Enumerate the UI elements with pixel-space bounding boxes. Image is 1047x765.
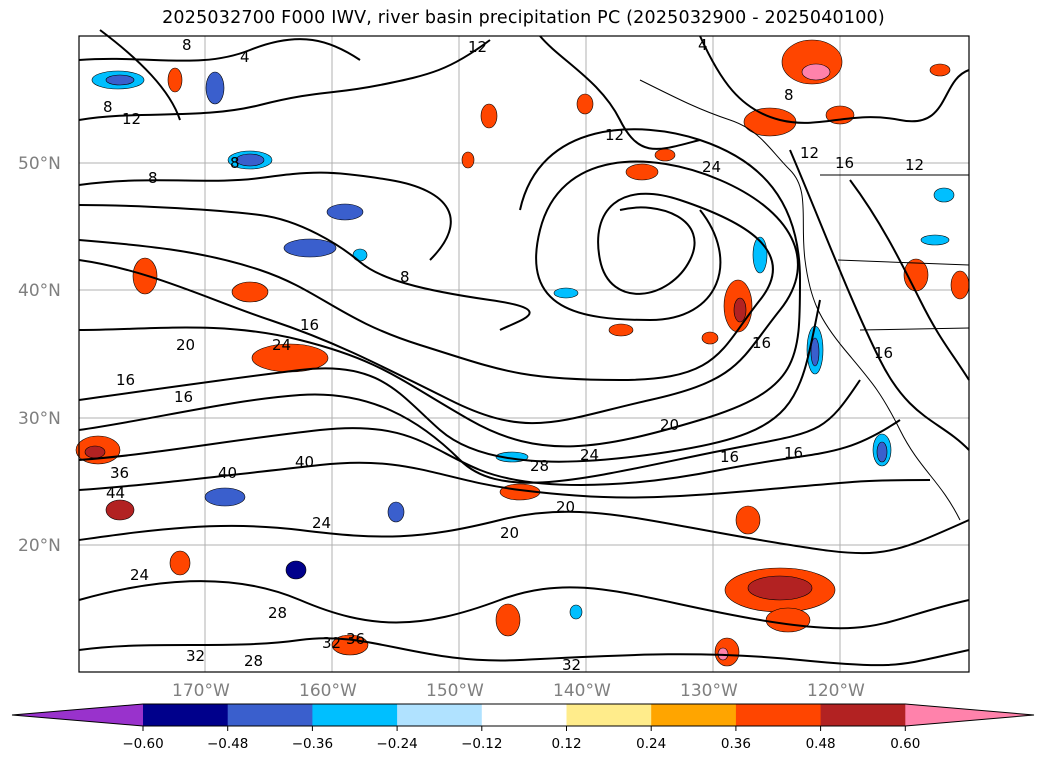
- longitude-labels: 170°W 160°W 150°W 140°W 130°W 120°W: [172, 681, 865, 701]
- contour-label: 32: [562, 656, 581, 674]
- colorbar-segment: [481, 704, 567, 726]
- contour-label: 20: [556, 498, 575, 516]
- contour-label: 32: [322, 634, 341, 652]
- contour-label: 16: [174, 388, 193, 406]
- lon-label: 150°W: [426, 681, 484, 701]
- iwv-contours: [78, 29, 970, 667]
- contour-label: 16: [784, 444, 803, 462]
- precip-negative: [91, 70, 955, 620]
- colorbar-segment: [397, 704, 483, 726]
- map-title: 2025032700 F000 IWV, river basin precipi…: [162, 8, 885, 28]
- lon-label: 160°W: [299, 681, 357, 701]
- lon-label: 140°W: [553, 681, 611, 701]
- contour-label: 8: [182, 36, 192, 54]
- contour-label: 16: [720, 448, 739, 466]
- colorbar-segment: [735, 704, 822, 726]
- contour-label: 32: [186, 647, 205, 665]
- contour-label: 12: [605, 126, 624, 144]
- contour-label: 36: [110, 464, 129, 482]
- contour-label: 16: [116, 371, 135, 389]
- colorbar-tick-label: −0.48: [207, 736, 248, 752]
- contour-labels: 8 4 12 4 8 12 8 8 8 12 24 12 16 12 8 16 …: [103, 36, 924, 674]
- contour-label: 24: [580, 446, 599, 464]
- contour-label: 12: [800, 144, 819, 162]
- contour-label: 12: [122, 110, 141, 128]
- contour-label: 8: [400, 268, 410, 286]
- contour-label: 8: [103, 98, 113, 116]
- contour-label: 4: [698, 36, 708, 54]
- latitude-labels: 50°N 40°N 30°N 20°N: [18, 154, 61, 556]
- graticule: [79, 36, 969, 672]
- lat-label: 30°N: [18, 409, 61, 429]
- map-frame: [78, 35, 970, 673]
- contour-label: 16: [300, 316, 319, 334]
- contour-label: 12: [468, 38, 487, 56]
- colorbar-tick-label: 0.24: [636, 736, 666, 752]
- colorbar-tick-label: −0.36: [292, 736, 333, 752]
- contour-label: 20: [660, 416, 679, 434]
- contour-label: 8: [784, 86, 794, 104]
- contour-label: 28: [268, 604, 287, 622]
- contour-label: 24: [130, 566, 149, 584]
- colorbar-segment: [820, 704, 906, 726]
- contour-label: 12: [905, 156, 924, 174]
- colorbar: −0.60 −0.48 −0.36 −0.24 −0.12 0.12 0.24 0.36 0.4…: [11, 703, 1035, 752]
- contour-label: 44: [106, 484, 125, 502]
- colorbar-tick-label: 0.48: [806, 736, 836, 752]
- colorbar-segment: [312, 704, 398, 726]
- colorbar-extend-low: [12, 704, 143, 726]
- contour-label: 40: [218, 464, 237, 482]
- lat-label: 50°N: [18, 154, 61, 174]
- contour-label: 8: [230, 154, 240, 172]
- colorbar-segment: [651, 704, 737, 726]
- contour-label: 16: [874, 344, 893, 362]
- colorbar-segment: [566, 704, 652, 726]
- contour-label: 28: [530, 457, 549, 475]
- colorbar-tick-label: 0.12: [551, 736, 581, 752]
- contour-label: 4: [240, 48, 250, 66]
- contour-label: 8: [148, 169, 158, 187]
- contour-label: 24: [312, 514, 331, 532]
- contour-label: 16: [835, 154, 854, 172]
- contour-label: 16: [752, 334, 771, 352]
- contour-label: 40: [295, 453, 314, 471]
- lon-label: 170°W: [172, 681, 230, 701]
- lat-label: 20°N: [18, 536, 61, 556]
- colorbar-tick-label: 0.60: [890, 736, 920, 752]
- colorbar-tick-label: −0.60: [122, 736, 163, 752]
- precip-positive: [75, 39, 970, 667]
- contour-label: 24: [702, 158, 721, 176]
- colorbar-tick-label: 0.36: [721, 736, 751, 752]
- lon-label: 130°W: [680, 681, 738, 701]
- colorbar-segment: [227, 704, 313, 726]
- contour-label: 24: [272, 336, 291, 354]
- colorbar-extend-high: [905, 704, 1034, 726]
- contour-label: 36: [346, 630, 365, 648]
- lon-label: 120°W: [807, 681, 865, 701]
- colorbar-tick-label: −0.24: [376, 736, 417, 752]
- contour-label: 20: [500, 524, 519, 542]
- contour-label: 28: [244, 652, 263, 670]
- colorbar-tick-label: −0.12: [461, 736, 502, 752]
- map-panel: [79, 36, 969, 672]
- coastlines: [639, 79, 970, 521]
- contour-label: 20: [176, 336, 195, 354]
- lat-label: 40°N: [18, 281, 61, 301]
- colorbar-segment: [143, 704, 229, 726]
